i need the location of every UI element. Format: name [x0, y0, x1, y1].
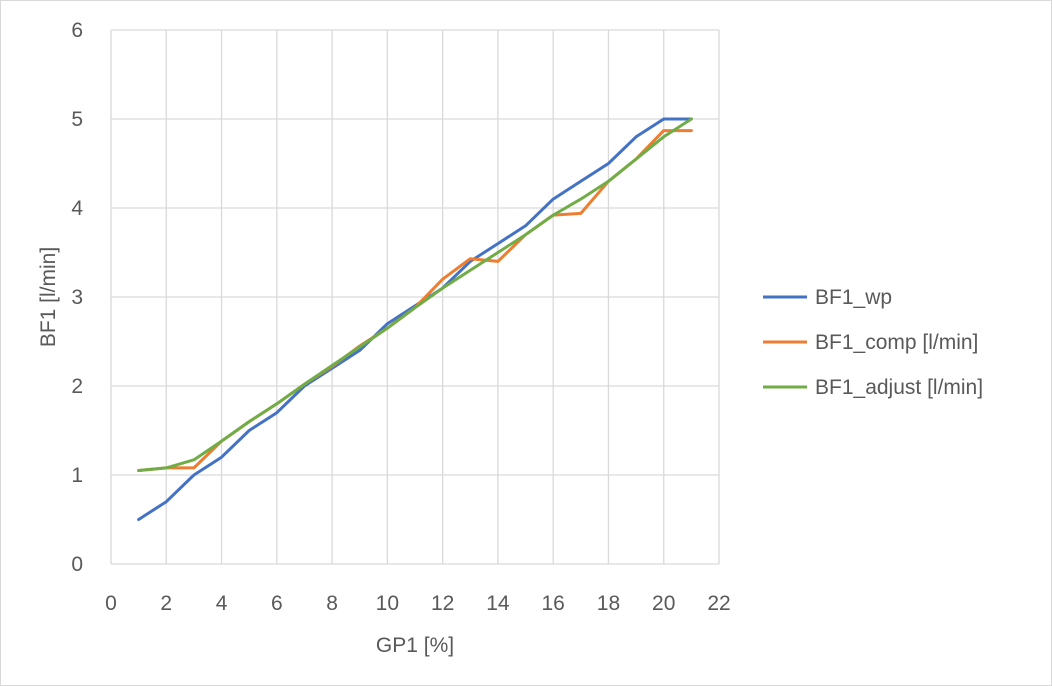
series-layer [137, 117, 693, 521]
y-tick-label: 4 [71, 197, 83, 220]
x-tick-label: 12 [431, 592, 454, 615]
x-tick-label: 22 [707, 592, 730, 615]
legend-label: BF1_comp [l/min] [815, 331, 978, 354]
y-tick-label: 5 [71, 108, 83, 131]
series-line-3 [137, 117, 693, 473]
x-tick-label: 18 [597, 592, 620, 615]
y-tick-label: 6 [71, 19, 83, 42]
x-tick-label: 0 [105, 592, 117, 615]
x-tick-label: 4 [216, 592, 228, 615]
x-tick-label: 16 [542, 592, 565, 615]
legend-label: BF1_wp [815, 286, 892, 309]
x-tick-label: 20 [652, 592, 675, 615]
y-tick-label: 0 [71, 553, 83, 576]
legend-label: BF1_adjust [l/min] [815, 376, 983, 399]
y-tick-label: 1 [71, 464, 83, 487]
x-tick-label: 6 [271, 592, 283, 615]
y-tick-label: 2 [71, 375, 83, 398]
x-tick-label: 2 [160, 592, 172, 615]
grid-layer [110, 29, 720, 565]
x-tick-label: 8 [326, 592, 338, 615]
y-axis-title: BF1 [l/min] [37, 247, 60, 347]
x-axis-title: GP1 [%] [376, 634, 454, 657]
x-tick-label: 10 [376, 592, 399, 615]
y-tick-label: 3 [71, 286, 83, 309]
legend: BF1_wp BF1_comp [l/min] BF1_adjust [l/min] [763, 286, 983, 399]
x-tick-label: 14 [486, 592, 510, 615]
